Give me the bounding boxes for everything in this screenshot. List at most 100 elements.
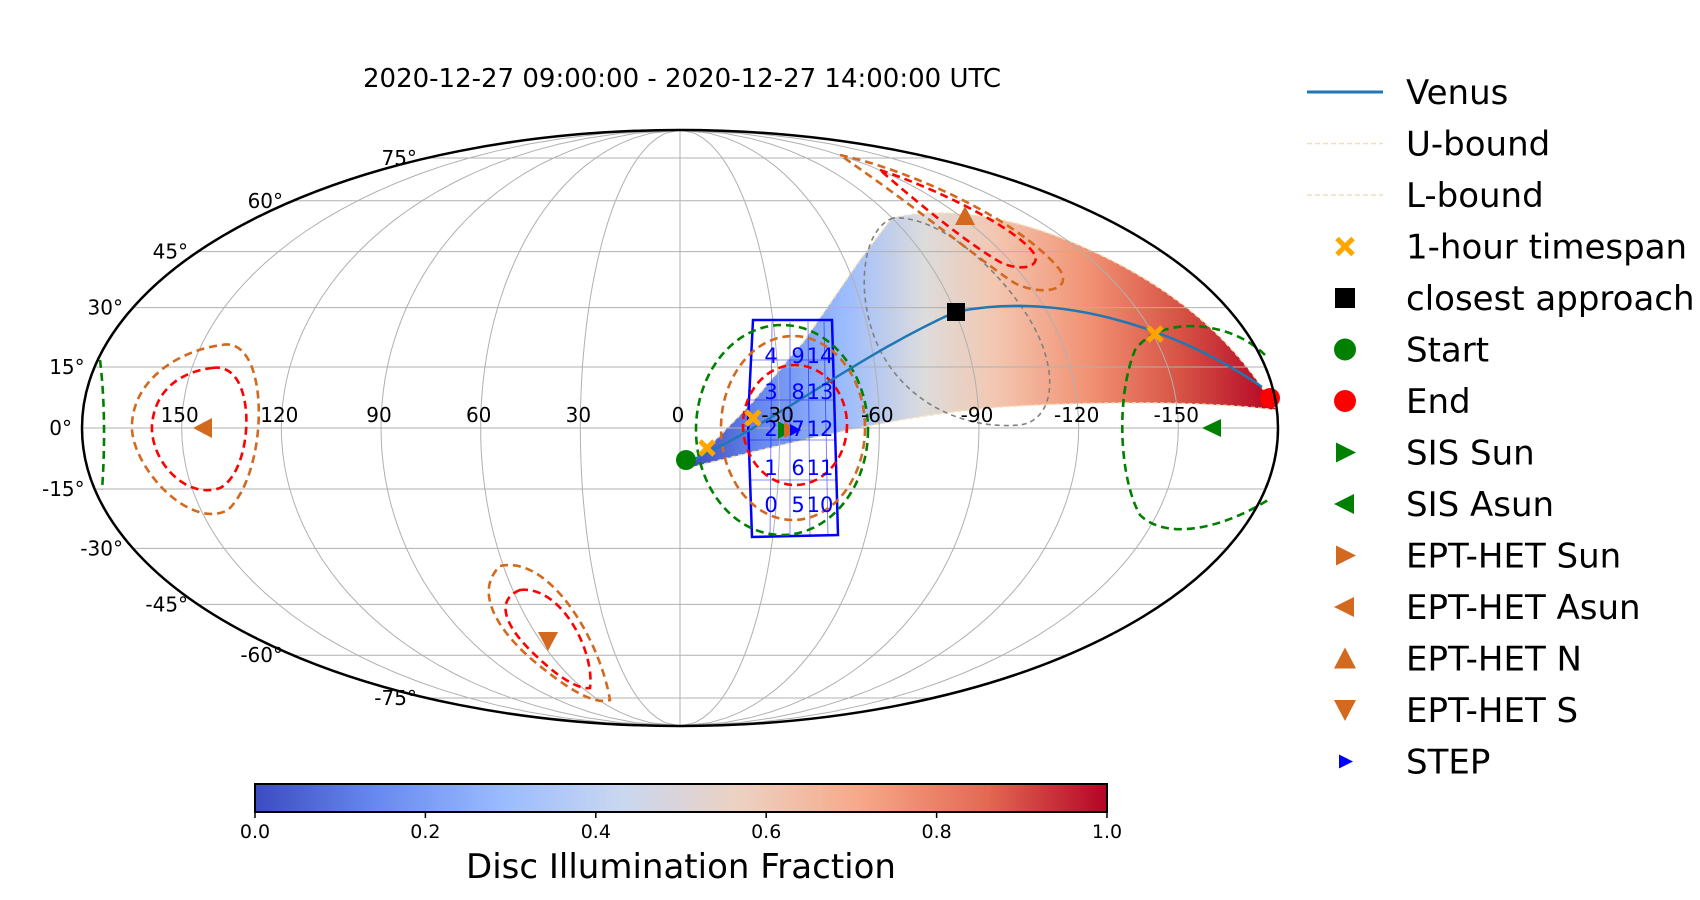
colorbar-label: Disc Illumination Fraction [466, 847, 896, 887]
map-boundary [80, 128, 1280, 728]
latitude-tick-labels: 75° 60° 45° 30° 15° 0° -15° -30° -45° -60° -75° [42, 146, 417, 710]
legend-item: closest approach [1335, 279, 1695, 319]
chart-title: 2020-12-27 09:00:00 - 2020-12-27 14:00:0… [363, 64, 1001, 94]
latitude-tick-label: -15° [42, 477, 85, 501]
longitude-gridline [679, 130, 1179, 726]
fov-contours [98, 153, 1269, 703]
step-pixel-label: 4 [764, 344, 777, 368]
legend-label: EPT-HET Sun [1406, 537, 1621, 577]
latitude-tick-label: 45° [153, 240, 188, 264]
longitude-gridline [679, 130, 880, 726]
latitude-tick-label: -75° [374, 686, 417, 710]
legend-label: Start [1406, 331, 1489, 371]
ept-het-n-inner-contour [879, 168, 1037, 269]
legend-symbol [1335, 288, 1355, 308]
legend-symbol [1334, 338, 1356, 361]
ept-het-sun-inner-contour [741, 363, 849, 487]
latitude-tick-label: -45° [145, 592, 188, 616]
longitude-tick-label: -60 [861, 403, 894, 427]
longitude-tick-label: -150 [1154, 403, 1199, 427]
longitude-tick-label: 120 [260, 403, 298, 427]
legend: Venus U-bound L-bound 1-hour timespan closes… [1307, 73, 1695, 783]
legend-symbol [1334, 700, 1356, 721]
step-pixel-label: 12 [807, 417, 834, 441]
longitude-tick-labels: 150 120 90 60 30 0 -30 -60 -90 -120 -150 [161, 403, 1199, 427]
step-pixel-label: 6 [791, 456, 804, 480]
step-pixel-grid [746, 318, 840, 539]
legend-item: L-bound [1307, 176, 1544, 216]
longitude-gridline [579, 130, 681, 726]
ept-het-n-outer-contour [839, 153, 1065, 292]
timespan-marker-2 [744, 409, 762, 427]
longitude-tick-label: -120 [1054, 403, 1099, 427]
legend-symbol [1334, 390, 1356, 412]
legend-item: STEP [1339, 743, 1490, 783]
step-pixel-label: 8 [791, 380, 804, 404]
latitude-tick-label: 0° [49, 416, 72, 440]
colorbar-tick-label: 0.4 [581, 821, 611, 843]
legend-symbol [1336, 545, 1356, 566]
legend-item: EPT-HET Asun [1334, 588, 1641, 628]
longitude-tick-label: 30 [566, 403, 591, 427]
longitude-gridline [280, 130, 681, 726]
legend-label: STEP [1406, 743, 1490, 783]
longitude-gridline [679, 130, 980, 726]
colorbar-tick-label: 1.0 [1092, 821, 1122, 843]
step-pixel-label: 3 [764, 380, 777, 404]
legend-item: EPT-HET Sun [1336, 537, 1621, 577]
step-pixel-label: 10 [807, 493, 834, 517]
legend-item: End [1334, 382, 1471, 422]
colorbar: 0.0 0.2 0.4 0.6 0.8 1.0 Disc Illumination Fra… [240, 783, 1122, 887]
legend-symbol [1335, 236, 1355, 257]
step-pixel-labels: 49143813271216110510 [764, 344, 833, 517]
latitude-tick-label: -30° [80, 536, 123, 560]
longitude-gridline [679, 130, 1080, 726]
step-marker [790, 424, 801, 436]
latitude-tick-label: 30° [88, 296, 123, 320]
timespan-marker-1 [698, 439, 716, 457]
markers [193, 206, 1280, 651]
ept-het-s-marker [538, 632, 558, 651]
step-pixel-label: 11 [807, 456, 834, 480]
legend-label: SIS Sun [1406, 434, 1535, 474]
legend-item: EPT-HET S [1334, 691, 1578, 731]
step-pixel-label: 9 [791, 344, 804, 368]
timespan-marker-3 [1146, 325, 1164, 343]
step-pixel-label: 13 [807, 380, 834, 404]
ept-het-sun-outer-contour [719, 334, 867, 522]
step-pixel-label: 5 [791, 493, 804, 517]
legend-label: End [1406, 382, 1471, 422]
step-pixel-label: 2 [764, 417, 777, 441]
closest-approach-marker [947, 303, 965, 321]
longitude-tick-label: 90 [366, 403, 391, 427]
legend-label: Venus [1406, 73, 1508, 113]
graticule-grid [82, 130, 1278, 726]
step-pixel-label: 0 [764, 493, 777, 517]
sis-sun-contour [694, 323, 870, 537]
latitude-tick-label: 15° [49, 355, 84, 379]
legend-label: EPT-HET N [1406, 640, 1582, 680]
colorbar-tick-label: 0.6 [751, 821, 781, 843]
legend-label: U-bound [1406, 125, 1550, 165]
ept-het-n-marker [955, 206, 975, 225]
longitude-tick-label: -30 [761, 403, 794, 427]
legend-symbol [1334, 494, 1354, 514]
sis-asun-contour-east [1120, 324, 1269, 531]
step-pixel-label: 14 [807, 344, 834, 368]
legend-item: U-bound [1307, 125, 1550, 165]
longitude-gridline [480, 130, 681, 726]
legend-item: SIS Sun [1336, 434, 1535, 474]
longitude-tick-label: -90 [961, 403, 994, 427]
longitude-gridline [181, 130, 681, 726]
colorbar-tick-label: 0.2 [410, 821, 440, 843]
legend-label: 1-hour timespan [1406, 228, 1687, 268]
legend-item: SIS Asun [1334, 485, 1554, 525]
legend-label: closest approach [1406, 279, 1695, 319]
legend-item: 1-hour timespan [1335, 228, 1687, 268]
ept-het-asun-inner-contour [150, 366, 248, 492]
colorbar-tick-label: 0.0 [240, 821, 270, 843]
ept-het-asun-outer-contour [130, 343, 261, 516]
legend-symbol [1334, 647, 1356, 669]
longitude-tick-label: 150 [161, 403, 199, 427]
colorbar-tick-label: 0.8 [921, 821, 951, 843]
